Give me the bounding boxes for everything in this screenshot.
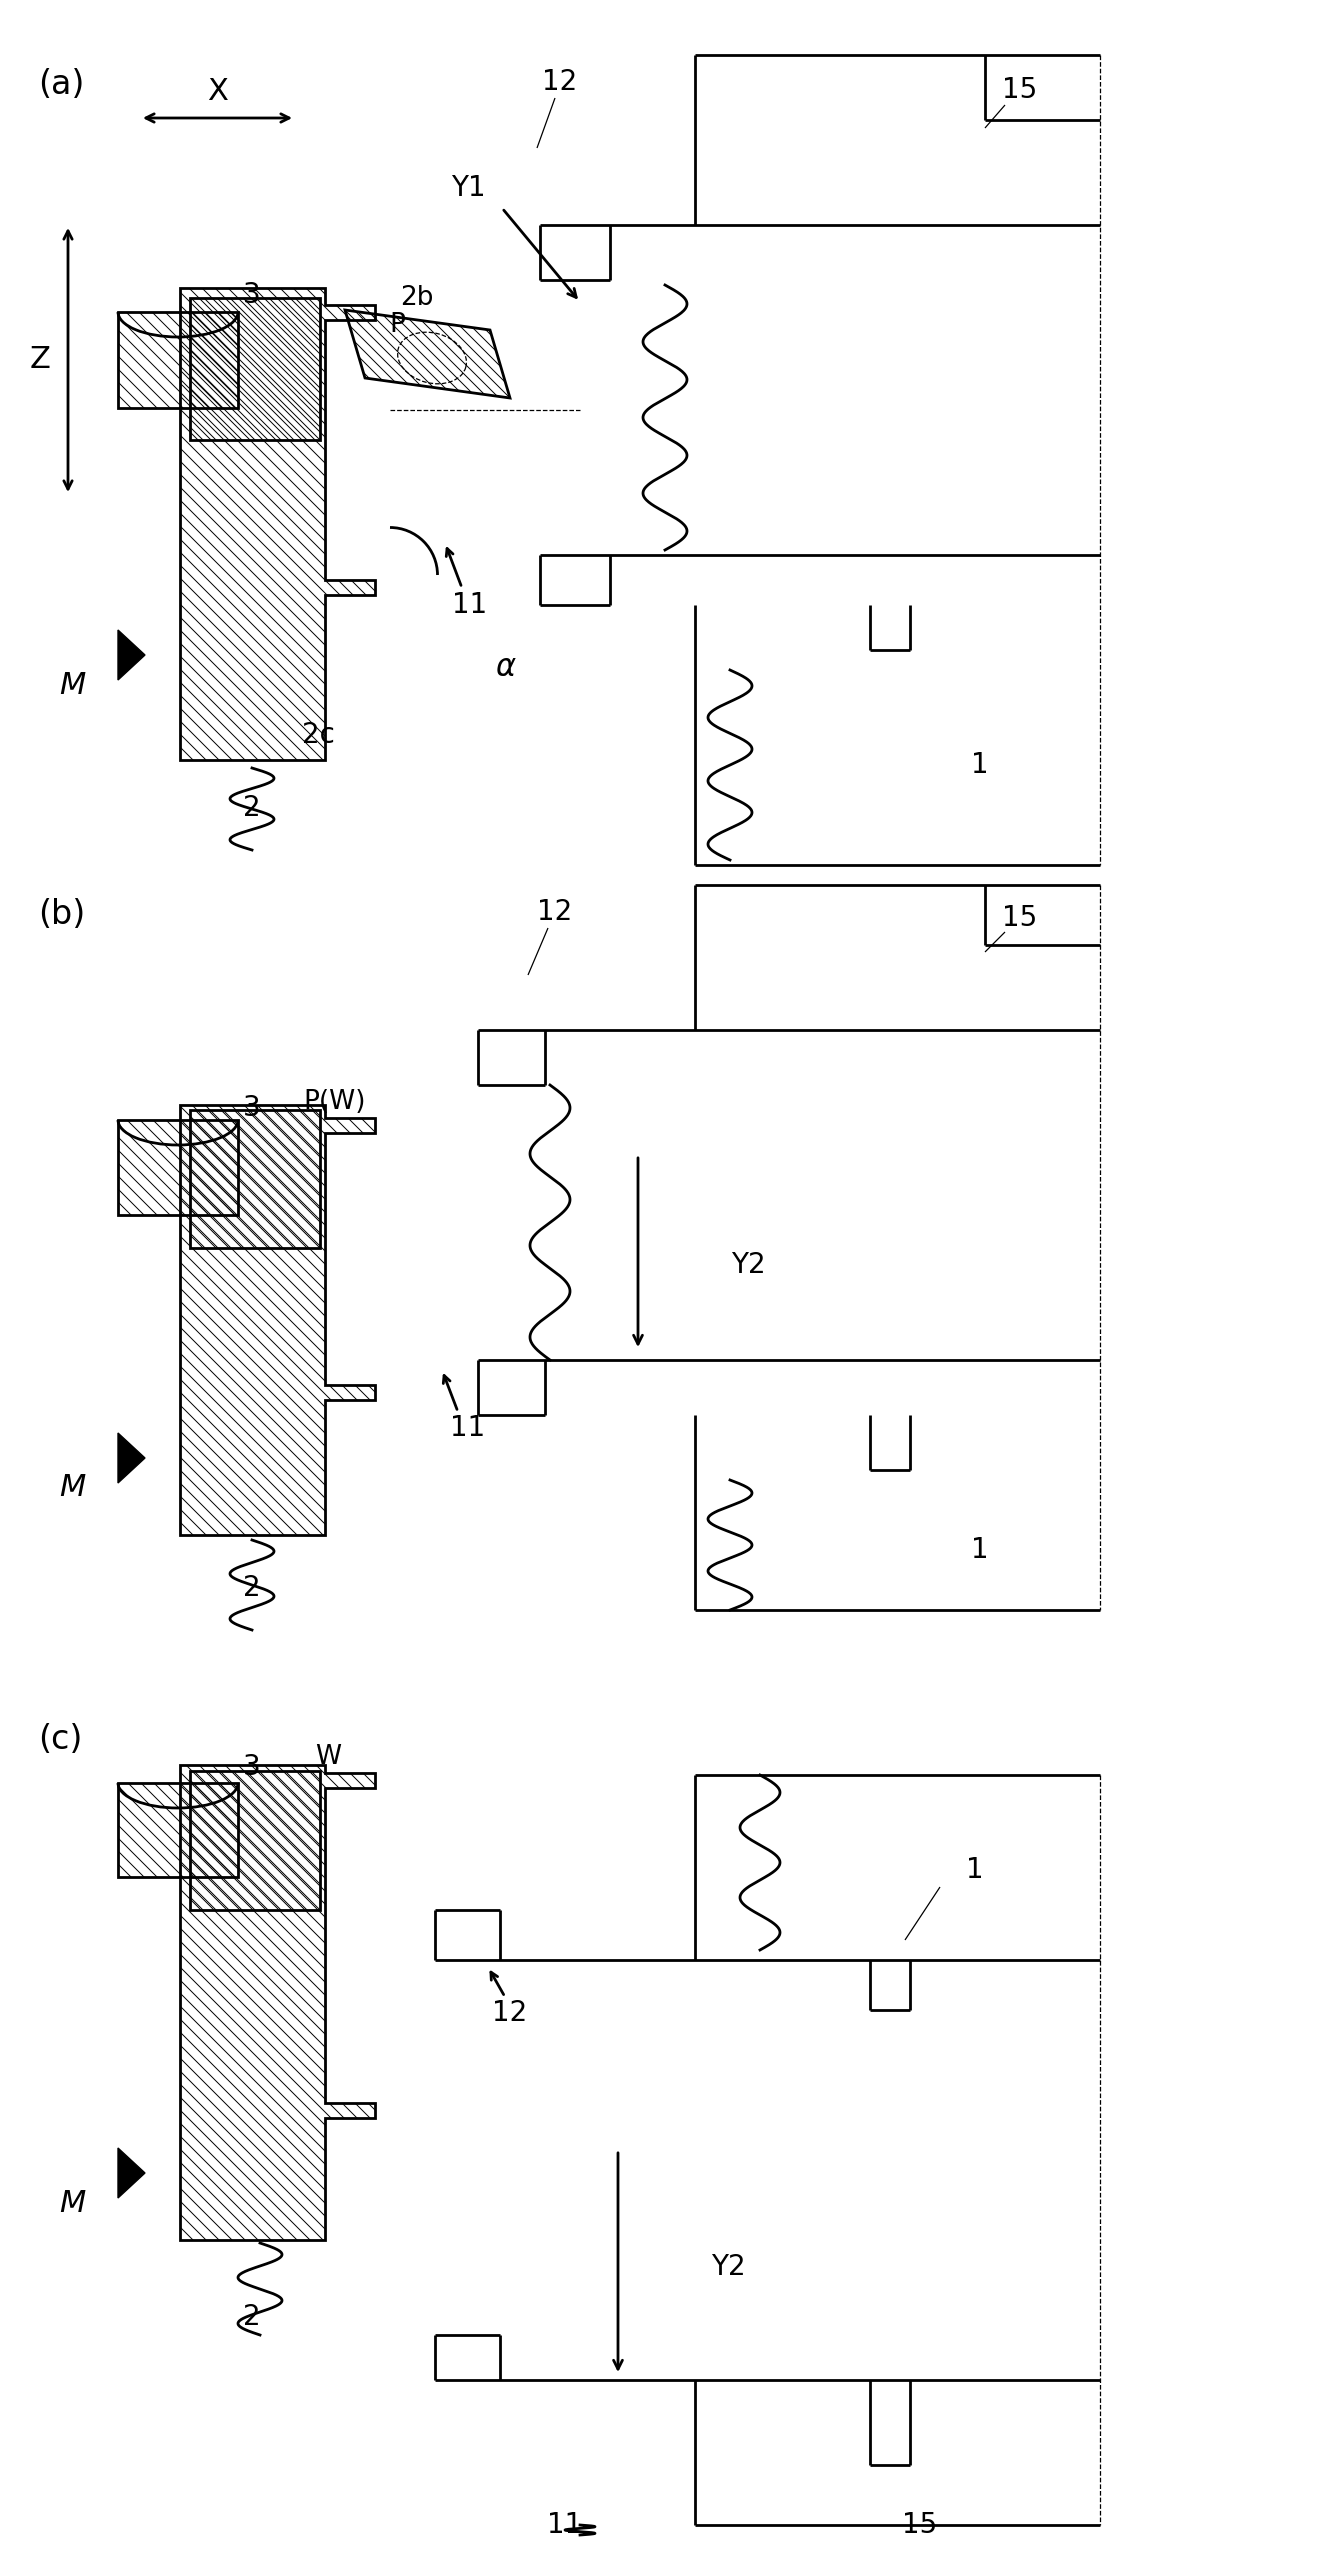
Text: 1: 1 <box>972 1535 989 1563</box>
Text: (a): (a) <box>39 69 84 102</box>
Text: 11: 11 <box>450 1415 486 1441</box>
Text: 2: 2 <box>244 793 261 821</box>
Text: 12: 12 <box>492 1999 527 2027</box>
Text: 11: 11 <box>453 592 487 620</box>
Text: 1: 1 <box>972 752 989 778</box>
Text: Z: Z <box>29 344 51 375</box>
Text: Y1: Y1 <box>451 173 486 201</box>
Text: P(W): P(W) <box>303 1089 366 1114</box>
Text: 3: 3 <box>244 1094 261 1122</box>
Text: 2: 2 <box>244 1573 261 1601</box>
Text: 11: 11 <box>547 2512 583 2540</box>
Text: 2: 2 <box>244 2303 261 2331</box>
Text: 2b: 2b <box>401 286 434 311</box>
Text: Y2: Y2 <box>711 2254 745 2282</box>
Text: (b): (b) <box>39 898 85 931</box>
Text: 3: 3 <box>244 280 261 309</box>
Text: 12: 12 <box>542 69 578 97</box>
Text: 12: 12 <box>538 898 572 926</box>
Text: 1: 1 <box>966 1856 984 1884</box>
Text: 3: 3 <box>244 1752 261 1780</box>
Text: (c): (c) <box>39 1724 83 1757</box>
Polygon shape <box>118 2147 145 2198</box>
Text: 15: 15 <box>902 2512 937 2540</box>
Text: M: M <box>59 2188 85 2218</box>
Polygon shape <box>118 1433 145 1484</box>
Text: W: W <box>315 1744 341 1770</box>
Text: 2c: 2c <box>302 722 334 750</box>
Polygon shape <box>118 630 145 681</box>
Text: X: X <box>208 76 229 107</box>
Text: M: M <box>59 671 85 699</box>
Text: 15: 15 <box>1002 905 1038 931</box>
Text: α: α <box>495 653 515 683</box>
Text: P: P <box>389 311 405 339</box>
Text: Y2: Y2 <box>731 1252 765 1280</box>
Text: 15: 15 <box>1002 76 1038 105</box>
Text: M: M <box>59 1474 85 1502</box>
